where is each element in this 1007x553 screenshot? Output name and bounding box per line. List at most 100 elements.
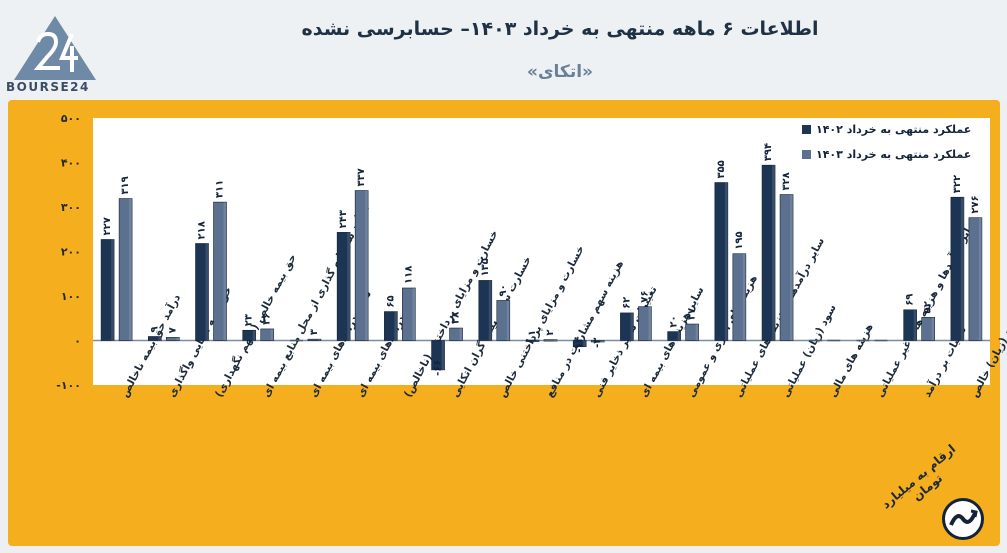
bar-1402 [525,339,540,342]
bar-1403 [260,328,275,341]
legend-swatch-1403 [802,150,811,159]
data-label: ۲۴۳ [338,210,349,228]
bar-1402 [714,182,729,341]
y-tick-label: -۱۰۰ [56,379,81,392]
bar-shade [742,253,746,341]
bar-1402 [431,340,445,371]
bar-shade [960,197,964,341]
bar-1402 [667,331,681,341]
data-label: ۱۹۵ [734,231,745,249]
bar-shade [365,190,369,341]
bar-shade [111,239,115,341]
chart-title: اطلاعات ۶ ماهه منتهی به خرداد ۱۴۰۳– حساب… [301,18,819,40]
data-label: ۲۱۸ [197,221,208,239]
bar-shade [913,309,917,341]
bar-1402 [195,243,209,341]
brand-badge-icon [942,498,984,540]
data-label: ۳۷ [687,308,698,320]
y-tick-label: ۰ [74,335,81,348]
legend-swatch-1402 [802,125,811,134]
bar-1402 [620,312,634,341]
bar-shade [347,232,351,341]
bar-1402 [336,232,351,341]
bar-1402 [572,340,587,348]
bar-shade [630,312,634,341]
bar-shade [317,339,321,341]
bar-shade [931,317,935,341]
data-label: ۲۶ [262,313,273,325]
data-label: -۶۶ [433,360,444,376]
data-label: ۷ [167,327,178,333]
bar-shade [583,340,587,347]
data-label: ۳۹۴ [763,143,774,161]
company-name: «اتکای» [526,62,594,82]
data-label: ۶۲ [621,297,632,309]
bar-shade [724,182,728,341]
bar-shade [129,198,133,341]
bar-1403 [732,253,747,341]
bar-shade [176,337,180,341]
bar-1403 [166,337,180,341]
bar-shade [223,202,227,341]
bar-1403 [685,323,699,341]
data-label: ۲۸ [451,312,462,324]
data-label: ۵۲ [923,301,934,313]
legend-label-1402: عملکرد منتهی به خرداد ۱۴۰۲ [816,123,971,136]
bar-shade [648,306,652,341]
bar-shade [270,328,274,341]
bar-shade [252,330,256,341]
bar-shade [394,311,398,341]
bar-shade [205,243,209,341]
data-label: ۳۵۵ [716,160,727,178]
bar-shade [790,194,794,341]
bar-1402 [242,329,257,341]
bar-1403 [921,317,935,341]
data-label: ۶۹ [905,294,916,306]
data-label: ۳۱۹ [120,176,131,194]
y-tick-label: ۳۰۰ [61,201,81,214]
bar-1403 [779,194,794,341]
logo-text: BOURSE24 [6,80,90,94]
data-label: ۹ [149,326,160,332]
data-label: ۶۵ [385,295,396,307]
data-label: ۳۳۷ [356,168,367,186]
bar-1403 [543,339,558,342]
y-tick-label: ۴۰۰ [61,157,81,170]
data-label: ۳۲۲ [952,175,963,193]
header-band [0,0,1007,100]
bar-shade [695,324,699,341]
bar-shade [772,165,776,341]
data-label: ۲۲۷ [102,217,113,235]
bar-shade [459,328,463,341]
bar-shade [412,287,416,341]
bar-1402 [950,196,965,341]
bar-shade [601,340,605,342]
bar-1403 [307,338,322,341]
bar-1402 [100,239,115,341]
bar-1403 [590,340,605,343]
bar-shade [488,280,492,341]
bar-1403 [402,287,416,341]
data-label: -۳ [592,338,603,348]
bar-1403 [496,300,511,341]
bar-shade [506,300,510,341]
bar-1402 [761,164,776,341]
data-label: ۲۰ [669,315,680,327]
bar-shade [536,340,539,342]
bar-shade [554,339,557,342]
bar-shade [441,340,445,370]
legend-label-1403: عملکرد منتهی به خرداد ۱۴۰۳ [816,148,971,161]
bar-1403 [968,217,983,341]
data-label: ۳۱۱ [215,180,226,198]
bar-1403 [213,201,227,341]
data-label: ۲۷۶ [970,195,981,213]
data-label: ۷۶ [639,290,650,302]
data-label: ۱۳۵ [480,258,491,276]
data-label: ۹۰ [498,284,509,296]
bourse24-logo [10,12,100,98]
y-tick-label: ۱۰۰ [61,290,81,303]
bar-1403 [638,306,652,341]
bar-1403 [449,327,463,341]
y-tick-label: ۲۰۰ [61,246,81,259]
